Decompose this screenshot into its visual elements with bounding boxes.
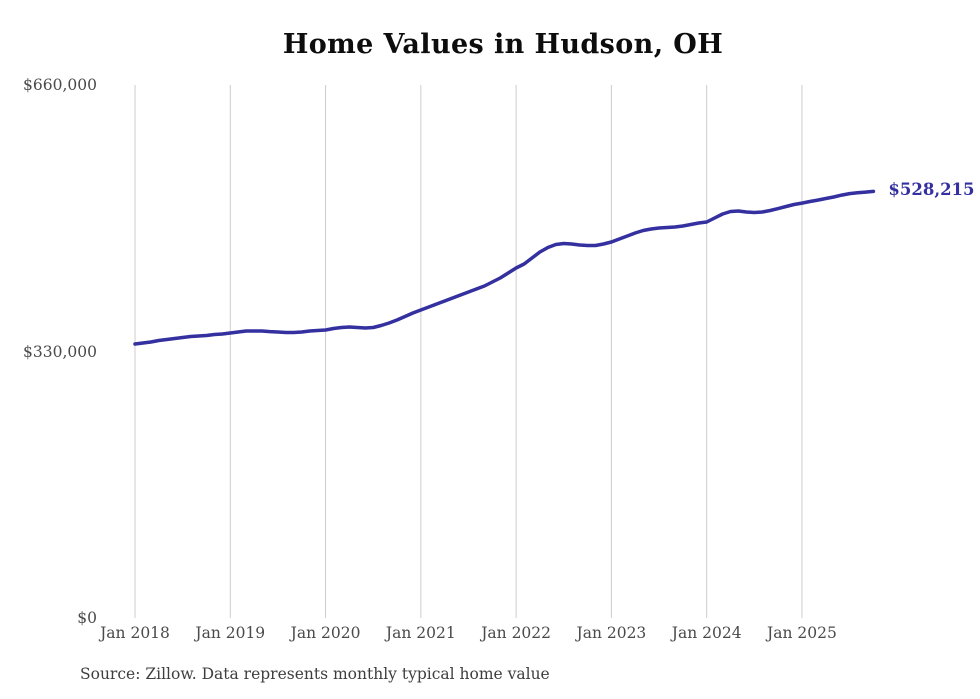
end-value-label: $528,215 <box>888 180 975 200</box>
y-axis-tick-label: $0 <box>77 609 97 627</box>
home-value-line <box>133 189 876 346</box>
x-axis-tick-label: Jan 2020 <box>290 624 361 642</box>
y-axis-tick-label: $330,000 <box>23 342 97 361</box>
y-axis-tick-label: $660,000 <box>23 76 97 94</box>
x-axis-tick-label: Jan 2019 <box>195 624 266 642</box>
x-axis-tick-label: Jan 2022 <box>481 624 552 642</box>
x-axis-tick-label: Jan 2024 <box>671 624 742 642</box>
x-axis-tick-label: Jan 2025 <box>767 624 837 642</box>
x-axis-tick-label: Jan 2023 <box>576 624 647 642</box>
chart-title: Home Values in Hudson, OH <box>282 29 724 60</box>
x-axis-tick-label: Jan 2018 <box>100 624 170 642</box>
x-axis-tick-label: Jan 2021 <box>385 624 456 642</box>
source-note: Source: Zillow. Data represents monthly … <box>80 665 550 683</box>
gridlines <box>134 85 803 618</box>
